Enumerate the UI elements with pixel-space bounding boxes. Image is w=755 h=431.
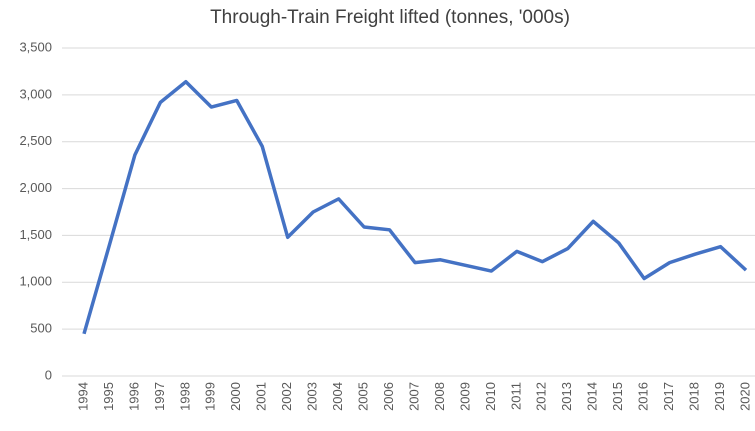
x-tick-label: 2000: [228, 382, 243, 411]
x-tick-label: 2003: [305, 382, 320, 411]
y-tick-label: 3,500: [19, 39, 52, 54]
y-tick-label: 1,000: [19, 274, 52, 289]
x-tick-label: 2010: [483, 382, 498, 411]
chart-title: Through-Train Freight lifted (tonnes, '0…: [210, 7, 570, 28]
y-tick-label: 2,000: [19, 180, 52, 195]
x-tick-label: 2016: [636, 382, 651, 411]
x-tick-label: 2006: [381, 382, 396, 411]
x-tick-label: 2013: [559, 382, 574, 411]
y-tick-label: 0: [45, 367, 52, 382]
x-tick-label: 2007: [406, 382, 421, 411]
x-tick-label: 2017: [661, 382, 676, 411]
x-tick-label: 2009: [457, 382, 472, 411]
x-tick-label: 2018: [687, 382, 702, 411]
x-tick-label: 1995: [101, 382, 116, 411]
line-series: [82, 79, 748, 335]
x-tick-label: 2014: [585, 382, 600, 411]
x-tick-label: 1999: [203, 382, 218, 411]
x-tick-label: 2005: [356, 382, 371, 411]
x-tick-label: 2012: [534, 382, 549, 411]
y-tick-label: 3,000: [19, 86, 52, 101]
x-tick-label: 1996: [126, 382, 141, 411]
x-tick-label: 2020: [737, 382, 752, 411]
x-tick-label: 2002: [279, 382, 294, 411]
x-tick-label: 2011: [508, 382, 523, 410]
x-tick-label: 1997: [152, 382, 167, 411]
x-tick-label: 2001: [254, 382, 269, 411]
x-tick-label: 2008: [432, 382, 447, 411]
x-tick-label: 1998: [177, 382, 192, 411]
x-tick-label: 2019: [712, 382, 727, 411]
x-tick-label: 2015: [610, 382, 625, 411]
y-tick-label: 1,500: [19, 227, 52, 242]
y-tick-label: 2,500: [19, 133, 52, 148]
y-tick-label: 500: [30, 321, 52, 336]
x-tick-label: 2004: [330, 382, 345, 411]
x-tick-label: 1994: [75, 382, 90, 411]
